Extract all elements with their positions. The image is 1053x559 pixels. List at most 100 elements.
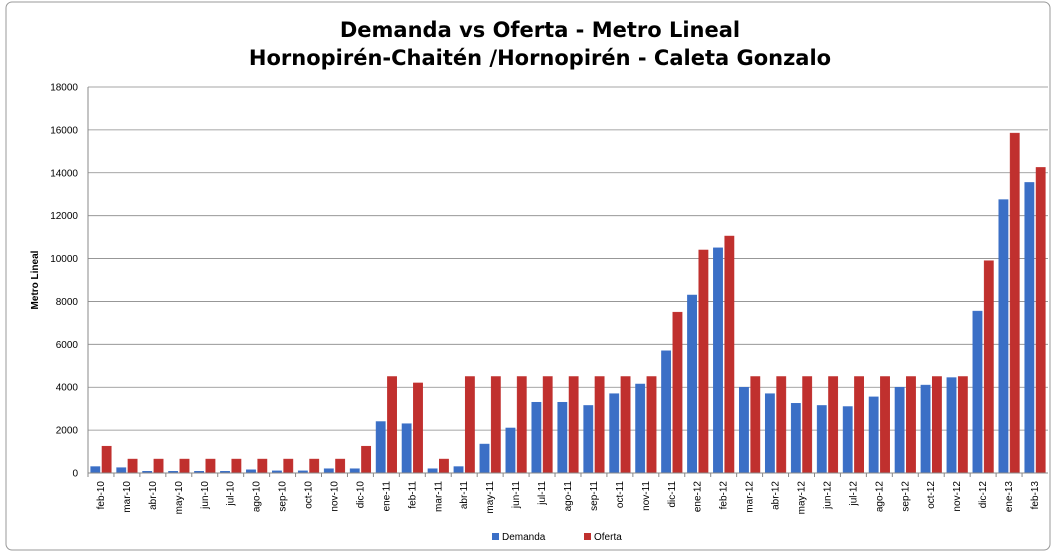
y-tick-label: 12000 — [50, 211, 78, 222]
x-tick-label: ene-13 — [1004, 481, 1015, 513]
bar — [335, 458, 346, 474]
bar — [479, 443, 490, 474]
bar — [413, 382, 423, 474]
bar — [868, 396, 879, 474]
bar — [453, 466, 464, 474]
x-tick-label: ago-12 — [874, 481, 885, 513]
x-tick-label: ene-12 — [693, 481, 704, 513]
legend-swatch — [492, 533, 499, 540]
chart-border — [5, 1, 1051, 551]
legend-label: Oferta — [594, 532, 622, 543]
x-tick-label: sep-10 — [278, 481, 289, 512]
x-tick-label: dic-10 — [355, 481, 366, 509]
bar — [828, 376, 839, 474]
y-tick-label: 8000 — [56, 297, 79, 308]
legend-swatch — [584, 533, 591, 540]
bar — [790, 403, 801, 474]
bar — [594, 376, 605, 474]
bar — [687, 294, 697, 474]
bar — [661, 350, 672, 474]
bar — [635, 383, 646, 474]
bar — [283, 458, 294, 474]
bar — [672, 311, 683, 474]
bar — [1024, 182, 1035, 474]
bar — [724, 235, 735, 474]
x-tick-label: jun-10 — [200, 481, 211, 510]
x-tick-label: jul-10 — [226, 481, 237, 507]
bar — [427, 468, 438, 474]
bar — [323, 468, 334, 474]
x-tick-label: jun-12 — [822, 481, 833, 510]
y-tick-label: 10000 — [50, 254, 78, 265]
x-tick-label: ago-10 — [252, 481, 263, 513]
bar — [1035, 167, 1046, 474]
bar — [998, 199, 1009, 474]
x-tick-label: abr-11 — [459, 481, 470, 510]
bar — [880, 376, 890, 474]
y-tick-label: 18000 — [50, 83, 78, 94]
x-tick-label: oct-12 — [926, 481, 937, 509]
bar — [646, 376, 657, 474]
bar — [205, 458, 216, 474]
bar — [568, 376, 579, 474]
bar — [153, 458, 164, 474]
bar — [361, 445, 372, 474]
y-tick-label: 2000 — [56, 426, 79, 437]
x-tick-label: nov-10 — [329, 481, 340, 512]
bar — [920, 384, 931, 474]
chart-subtitle: Hornopirén-Chaitén /Hornopirén - Caleta … — [249, 46, 831, 70]
bar — [516, 376, 527, 474]
bar — [816, 405, 827, 474]
bar — [906, 376, 916, 474]
bar — [531, 401, 542, 474]
chart-title: Demanda vs Oferta - Metro Lineal — [340, 18, 740, 42]
bar — [583, 405, 594, 474]
bar — [231, 458, 242, 474]
x-tick-label: ene-11 — [381, 481, 392, 512]
legend-label: Demanda — [502, 532, 546, 543]
x-tick-label: feb-11 — [407, 481, 418, 509]
x-tick-label: jul-12 — [848, 481, 859, 507]
bar — [983, 260, 994, 474]
bar — [309, 458, 320, 474]
bar — [620, 376, 631, 474]
x-tick-label: dic-11 — [667, 481, 678, 508]
x-tick-label: feb-10 — [96, 481, 107, 510]
bar — [776, 376, 787, 474]
x-tick-label: may-12 — [797, 481, 808, 515]
x-tick-label: may-10 — [174, 481, 185, 515]
bar — [90, 466, 101, 474]
bar — [116, 467, 127, 474]
bar — [505, 427, 516, 474]
x-tick-label: nov-11 — [641, 481, 652, 511]
x-tick-label: feb-12 — [719, 481, 730, 510]
bar — [490, 376, 501, 474]
bar — [375, 421, 386, 474]
bar — [739, 386, 749, 474]
bar — [542, 376, 553, 474]
x-tick-label: abr-10 — [148, 481, 159, 510]
y-axis-label: Metro Lineal — [30, 250, 41, 309]
x-tick-label: oct-11 — [615, 481, 626, 508]
bar — [127, 458, 138, 474]
bar — [464, 376, 475, 474]
x-tick-label: abr-12 — [771, 481, 782, 510]
x-tick-label: nov-12 — [952, 481, 963, 512]
bar — [101, 445, 112, 474]
bar — [946, 377, 957, 474]
x-tick-label: mar-10 — [122, 481, 133, 513]
bar — [179, 458, 190, 474]
bar — [349, 468, 360, 474]
bar — [931, 376, 942, 474]
x-tick-label: may-11 — [485, 481, 496, 514]
x-tick-label: dic-12 — [978, 481, 989, 509]
bar — [713, 247, 723, 474]
bar — [257, 458, 268, 474]
bar — [387, 376, 397, 474]
bar — [854, 376, 864, 474]
x-tick-label: ago-11 — [563, 481, 574, 512]
bar — [1009, 132, 1020, 474]
x-tick-label: mar-11 — [433, 481, 444, 512]
bar — [557, 401, 568, 474]
